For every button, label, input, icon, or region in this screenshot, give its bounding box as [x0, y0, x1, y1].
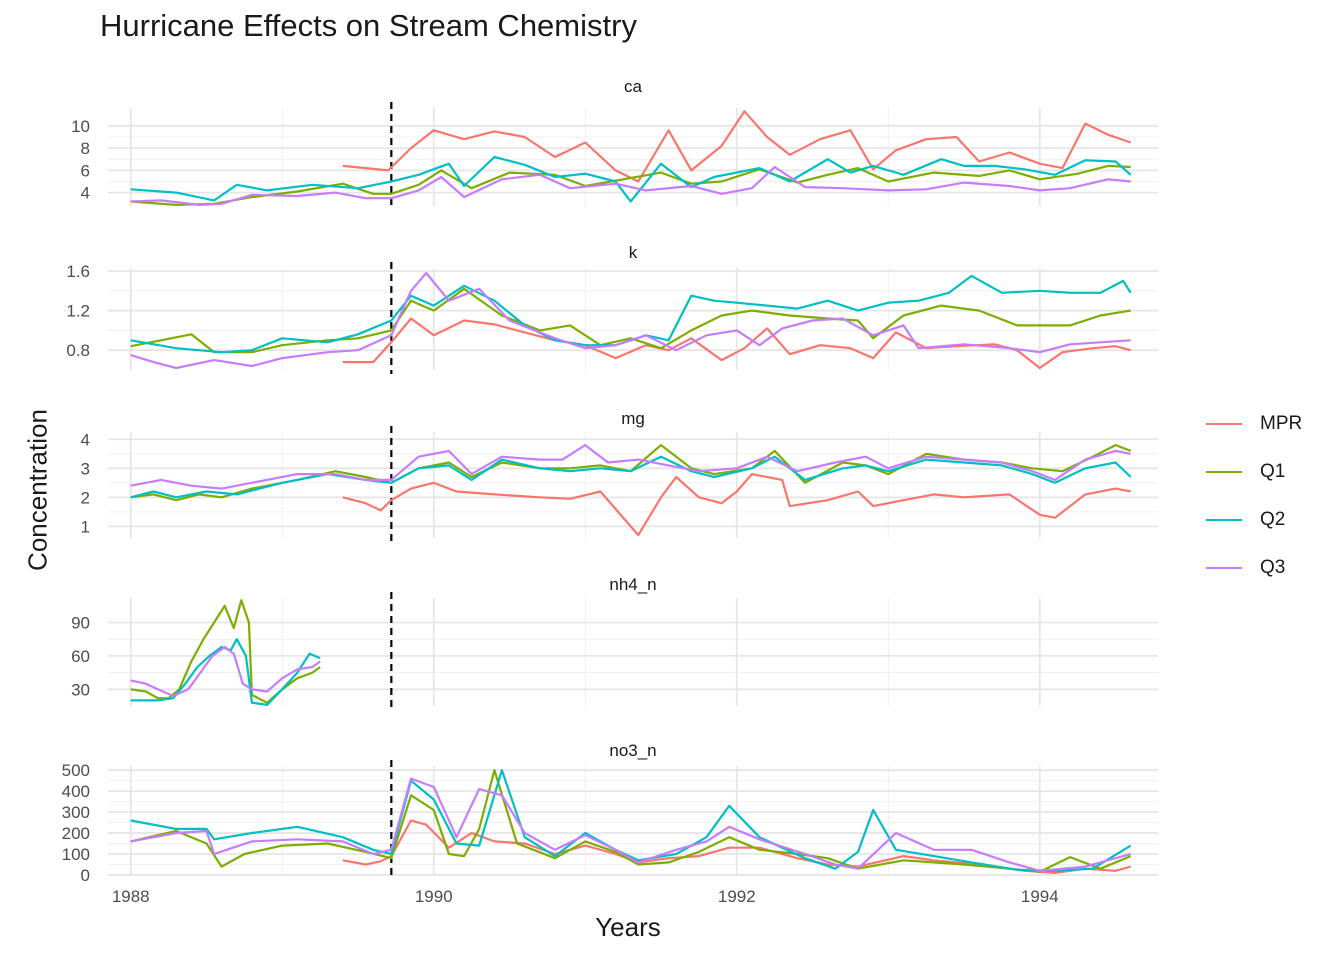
- series-line-no3-n-q1: [130, 769, 1132, 873]
- y-tick-label-k: 0.8: [66, 341, 90, 360]
- x-tick-label: 1988: [112, 887, 150, 906]
- y-tick-label-nh4-n: 30: [71, 680, 90, 699]
- series-line-nh4-n-q1: [130, 599, 321, 704]
- y-tick-label-no3-n: 300: [62, 803, 90, 822]
- y-tick-label-mg: 3: [81, 459, 90, 478]
- y-tick-label-nh4-n: 60: [71, 647, 90, 666]
- facet-label-no3-n: no3_n: [609, 741, 656, 760]
- legend-item-q3: Q3: [1206, 557, 1286, 578]
- y-tick-label-mg: 1: [81, 517, 90, 536]
- series-line-mg-mpr: [342, 473, 1131, 537]
- x-axis-title: Years: [595, 912, 661, 942]
- x-tick-label: 1994: [1021, 887, 1059, 906]
- x-tick-label: 1990: [415, 887, 453, 906]
- y-axis-title: Concentration: [22, 409, 53, 571]
- facet-label-ca: ca: [624, 77, 643, 96]
- y-tick-label-ca: 6: [81, 161, 90, 180]
- y-tick-label-k: 1.6: [66, 262, 90, 281]
- y-tick-label-no3-n: 400: [62, 782, 90, 801]
- series-line-mg-q2: [130, 455, 1132, 499]
- legend-item-q2: Q2: [1206, 509, 1286, 530]
- legend-label-mpr: MPR: [1260, 413, 1303, 434]
- y-tick-label-no3-n: 100: [62, 845, 90, 864]
- y-tick-label-ca: 4: [81, 184, 90, 203]
- y-tick-label-ca: 10: [71, 117, 90, 136]
- series-line-k-q3: [130, 271, 1131, 370]
- facet-label-nh4-n: nh4_n: [609, 575, 656, 594]
- series-line-ca-q2: [130, 155, 1132, 203]
- legend-label-q3: Q3: [1260, 557, 1286, 578]
- y-tick-label-no3-n: 500: [62, 761, 90, 780]
- x-tick-label: 1992: [718, 887, 756, 906]
- series-line-no3-n-q3: [130, 777, 1131, 872]
- series-line-k-q2: [130, 274, 1132, 354]
- y-tick-label-no3-n: 200: [62, 824, 90, 843]
- legend-swatch-mpr: [1206, 422, 1242, 426]
- series-line-ca-q1: [130, 164, 1131, 206]
- series-line-ca-q3: [130, 165, 1131, 206]
- y-tick-label-ca: 8: [81, 139, 90, 158]
- series-line-ca-mpr: [342, 110, 1132, 183]
- legend-swatch-q3: [1206, 566, 1242, 570]
- facet-label-k: k: [629, 243, 638, 262]
- y-tick-label-no3-n: 0: [81, 866, 90, 885]
- legend-label-q2: Q2: [1260, 509, 1286, 530]
- series-line-nh4-n-q3: [130, 645, 321, 698]
- series-line-k-q1: [130, 287, 1131, 354]
- legend-swatch-q1: [1206, 470, 1242, 474]
- legend-label-q1: Q1: [1260, 461, 1286, 482]
- legend-swatch-q2: [1206, 518, 1242, 522]
- y-tick-label-mg: 2: [81, 488, 90, 507]
- series-line-no3-n-q2: [130, 769, 1132, 872]
- facet-label-mg: mg: [621, 409, 645, 428]
- legend-item-mpr: MPR: [1206, 413, 1303, 434]
- legend-item-q1: Q1: [1206, 461, 1286, 482]
- series-line-mg-q3: [130, 444, 1131, 490]
- y-tick-label-mg: 4: [81, 430, 90, 449]
- y-tick-label-nh4-n: 90: [71, 613, 90, 632]
- y-tick-label-k: 1.2: [66, 302, 90, 321]
- chart-title: Hurricane Effects on Stream Chemistry: [100, 8, 637, 43]
